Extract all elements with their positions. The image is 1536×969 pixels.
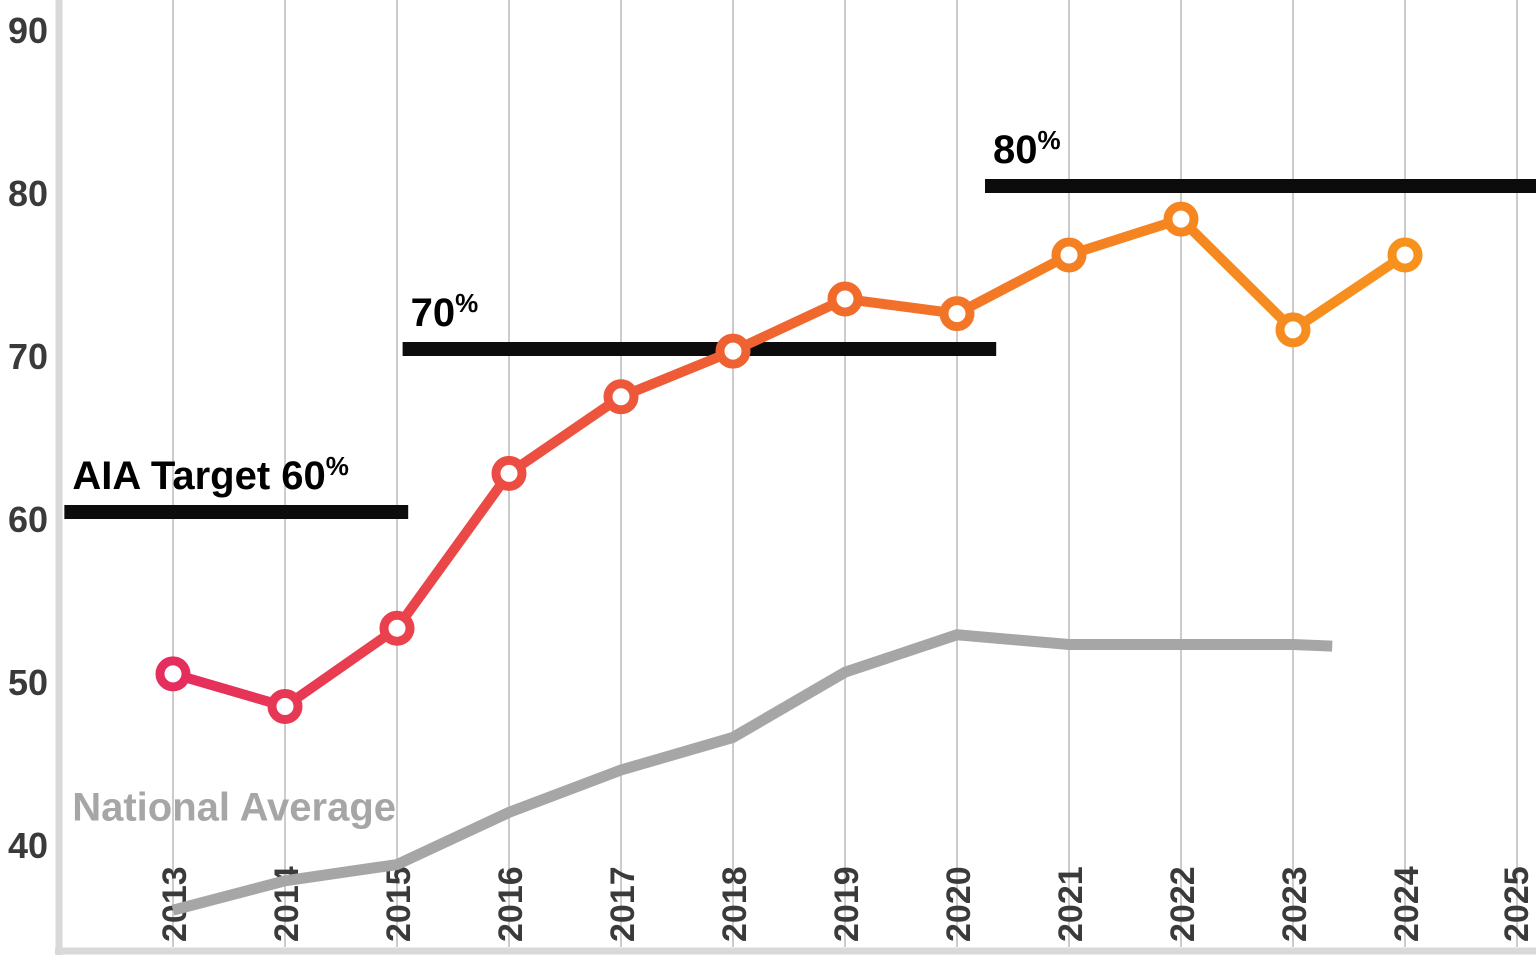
x-tick-label: 2019	[828, 866, 866, 942]
x-tick-label: 2021	[1052, 866, 1090, 942]
target-label-percent: %	[1038, 125, 1061, 155]
y-tick-label: 80	[8, 173, 48, 214]
x-tick-label: 2023	[1276, 866, 1314, 942]
target-bar	[985, 179, 1536, 193]
national-average-label: National Average	[72, 786, 396, 830]
x-tick-label: 2020	[940, 866, 978, 942]
data-point-marker	[603, 379, 639, 415]
target-bar	[64, 505, 409, 519]
national-average-line	[171, 629, 1333, 916]
y-tick-label: 50	[8, 662, 48, 703]
data-point-marker	[1163, 201, 1199, 237]
x-tick-label: 2024	[1388, 866, 1426, 942]
target-label: 80%	[993, 125, 1061, 172]
data-point-marker	[155, 656, 191, 692]
target-label: AIA Target 60%	[72, 451, 349, 498]
data-point-marker	[715, 333, 751, 369]
x-tick-label: 2017	[604, 866, 642, 942]
y-tick-label: 60	[8, 499, 48, 540]
target-label-percent: %	[326, 451, 349, 481]
x-tick-label: 2016	[492, 866, 530, 942]
y-tick-label: 90	[8, 10, 48, 51]
data-point-marker	[827, 281, 863, 317]
y-tick-label: 40	[8, 825, 48, 866]
target-bar	[402, 342, 997, 356]
data-point-marker	[1387, 237, 1423, 273]
data-point-marker	[379, 610, 415, 646]
data-point-marker	[939, 296, 975, 332]
x-tick-label: 2022	[1164, 866, 1202, 942]
x-tick-label: 2015	[380, 866, 418, 942]
target-label-percent: %	[455, 288, 478, 318]
data-point-marker	[267, 688, 303, 724]
data-point-marker	[491, 455, 527, 491]
data-point-marker	[1051, 237, 1087, 273]
data-point-marker	[1275, 312, 1311, 348]
target-label: 70%	[411, 288, 479, 335]
y-tick-label: 70	[8, 336, 48, 377]
primary-line	[168, 214, 1410, 712]
x-tick-label: 2018	[716, 866, 754, 942]
x-tick-label: 2025	[1498, 866, 1536, 942]
